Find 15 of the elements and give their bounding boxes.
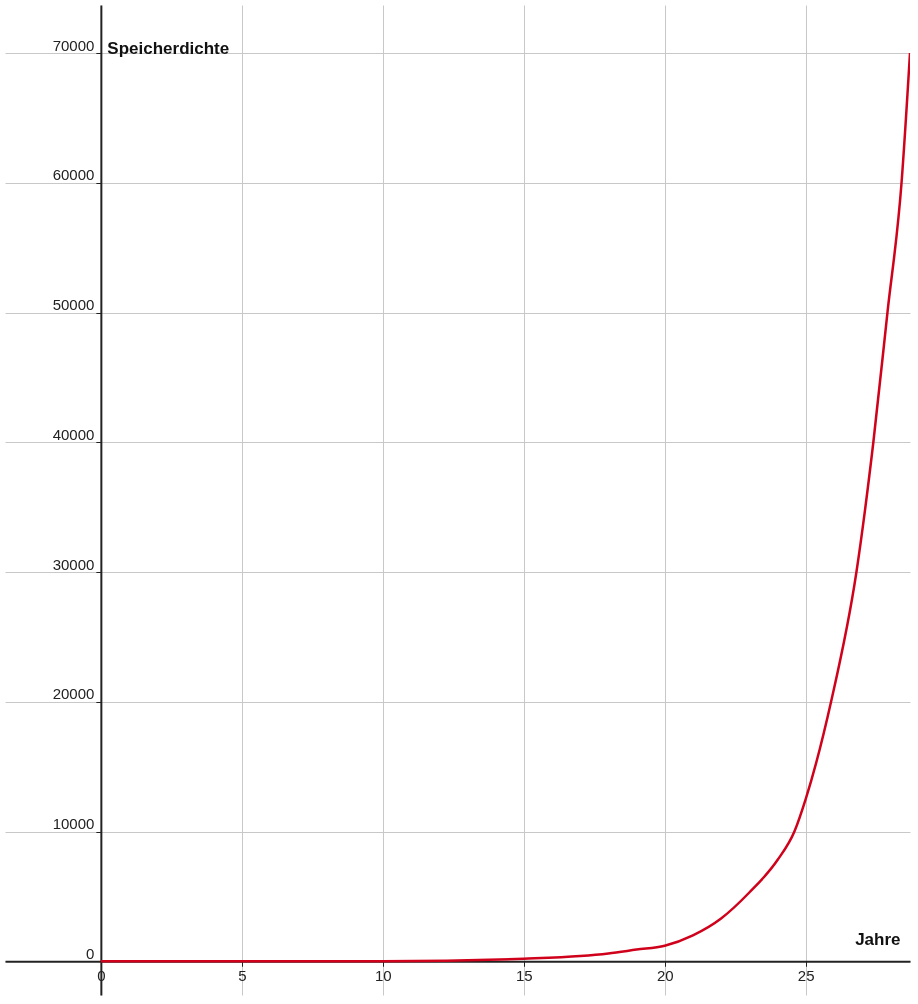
y-tick-label: 0 (86, 944, 95, 962)
x-tick-label: 25 (797, 966, 815, 984)
x-axis-title: Jahre (855, 929, 901, 949)
y-tick-label: 20000 (52, 685, 95, 703)
x-tick-label: 15 (515, 966, 533, 984)
y-tick-label: 40000 (52, 425, 95, 443)
y-tick-label: 50000 (52, 296, 95, 314)
y-tick-label: 10000 (52, 815, 95, 833)
x-tick-label: 5 (238, 966, 247, 984)
x-tick-label: 10 (374, 966, 392, 984)
y-tick-label: 60000 (52, 166, 95, 184)
y-tick-label: 70000 (52, 36, 95, 54)
y-tick-label: 30000 (52, 555, 95, 573)
y-axis-title: Speicherdichte (107, 38, 230, 58)
x-tick-label: 20 (656, 966, 674, 984)
